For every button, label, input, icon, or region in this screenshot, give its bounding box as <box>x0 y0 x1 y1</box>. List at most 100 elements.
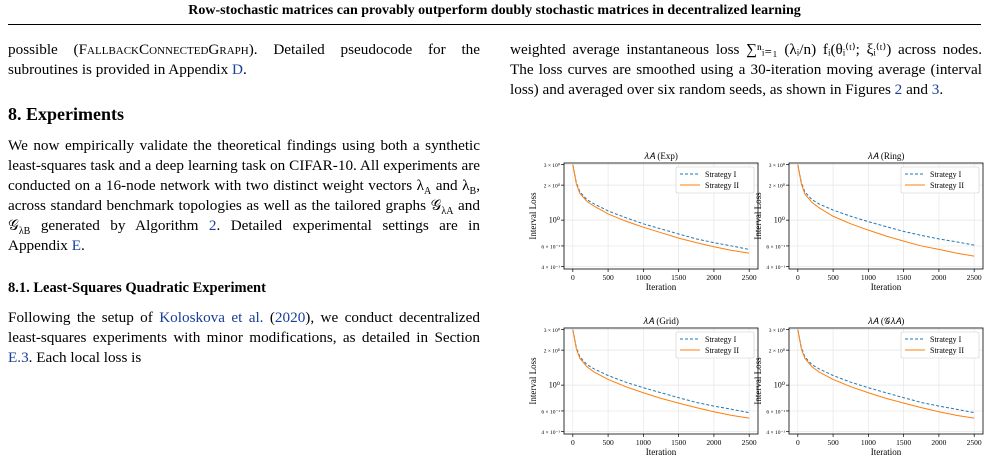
chart: 𝜆𝐴 (Grid) 0 500 1000 1500 2000 2500 3 × 10⁰ 2 × … <box>528 316 759 457</box>
link[interactable]: E <box>71 237 81 254</box>
text: and <box>902 81 932 98</box>
legend-label: Strategy II <box>930 181 964 190</box>
text: Following the setup of <box>8 309 160 326</box>
chart-title: 𝜆𝐴 (𝒢𝜆𝐴) <box>868 316 904 326</box>
y-tick-label: 2 × 10⁰ <box>769 183 786 190</box>
y-tick-label: 10⁰ <box>549 216 560 225</box>
text: . Each local loss is <box>28 349 142 366</box>
subscript: A <box>423 186 432 198</box>
text: generated by Algorithm <box>30 217 209 234</box>
legend-label: Strategy II <box>930 346 964 355</box>
x-tick-label: 1500 <box>671 273 686 282</box>
x-tick-label: 0 <box>796 438 800 447</box>
x-tick-label: 1000 <box>861 273 876 282</box>
chart: 𝜆𝐴 (Exp) 0 500 1000 1500 2000 2500 3 × 10⁰ 2 × 1… <box>528 151 759 292</box>
link[interactable]: Koloskova et al. <box>159 309 264 326</box>
y-axis-label: Interval Loss <box>753 192 763 240</box>
y-tick-label: 2 × 10⁰ <box>769 348 786 355</box>
series-line <box>797 164 975 246</box>
y-tick-label: 6 × 10⁻¹ <box>766 244 785 250</box>
paragraph: weighted average instantaneous loss ∑ⁿᵢ₌… <box>510 40 982 100</box>
chart: 𝜆𝐴 (Ring) 0 500 1000 1500 2000 2500 3 × 10⁰ 2 × … <box>753 151 984 292</box>
text: We now empirically validate the theoreti… <box>8 137 480 194</box>
legend-label: Strategy I <box>930 170 962 179</box>
x-tick-label: 2000 <box>931 273 946 282</box>
x-tick-label: 2000 <box>706 273 721 282</box>
left-column: possible (FallbackConnectedGraph). Detai… <box>8 40 480 368</box>
y-tick-label: 10⁰ <box>774 381 785 390</box>
plot-frame <box>788 327 984 435</box>
y-tick-label: 3 × 10⁰ <box>769 327 786 334</box>
series-line <box>572 164 750 250</box>
link[interactable]: D <box>232 61 243 78</box>
x-tick-label: 0 <box>796 273 800 282</box>
x-tick-label: 1500 <box>671 438 686 447</box>
y-axis-label: Interval Loss <box>528 192 538 240</box>
series-line <box>572 329 750 419</box>
text: FallbackConnectedGraph <box>78 41 249 58</box>
y-tick-label: 4 × 10⁻¹ <box>766 430 785 436</box>
link[interactable]: 2 <box>894 81 903 98</box>
subsection-title: 8.1. Least-Squares Quadratic Experiment <box>8 280 266 296</box>
text: and λ <box>431 177 470 194</box>
chart-title: 𝜆𝐴 (Exp) <box>644 151 678 161</box>
x-tick-label: 500 <box>827 438 839 447</box>
text: , across standard benchmark topologies a… <box>8 177 480 214</box>
y-tick-label: 10⁰ <box>774 216 785 225</box>
text: ), we conduct decentralized least-square… <box>8 309 480 346</box>
link[interactable]: E.3 <box>8 349 29 366</box>
x-tick-label: 1500 <box>896 273 911 282</box>
text: . Detailed experimental settings are in … <box>8 217 480 254</box>
y-tick-label: 3 × 10⁰ <box>544 327 561 334</box>
x-tick-label: 2500 <box>742 438 757 447</box>
legend-label: Strategy I <box>705 170 737 179</box>
y-axis-label: Interval Loss <box>528 357 538 405</box>
subscript: λB <box>18 226 31 238</box>
running-header: Row-stochastic matrices can provably out… <box>188 3 801 18</box>
y-tick-label: 6 × 10⁻¹ <box>541 244 560 250</box>
link[interactable]: 3 <box>931 81 940 98</box>
header-rule <box>8 24 981 25</box>
text: ( <box>269 309 275 326</box>
text: possible ( <box>8 41 79 58</box>
y-tick-label: 3 × 10⁰ <box>544 162 561 169</box>
y-tick-label: 6 × 10⁻¹ <box>541 409 560 415</box>
y-tick-label: 6 × 10⁻¹ <box>766 409 785 415</box>
chart-title: 𝜆𝐴 (Ring) <box>868 151 905 161</box>
legend-label: Strategy I <box>930 335 962 344</box>
x-tick-label: 0 <box>571 273 575 282</box>
link[interactable]: 2 <box>208 217 217 234</box>
subscript: λA <box>441 206 454 218</box>
paragraph: possible (FallbackConnectedGraph). Detai… <box>8 40 480 80</box>
x-tick-label: 2000 <box>931 438 946 447</box>
text: weighted average instantaneous loss ∑ⁿᵢ₌… <box>510 41 982 98</box>
legend-label: Strategy II <box>705 181 739 190</box>
section-title: 8. Experiments <box>8 104 124 124</box>
link[interactable]: 2020 <box>274 309 306 326</box>
x-tick-label: 1000 <box>861 438 876 447</box>
y-tick-label: 2 × 10⁰ <box>544 183 561 190</box>
subscript: B <box>469 186 477 198</box>
x-tick-label: 1000 <box>636 273 651 282</box>
x-tick-label: 2000 <box>706 438 721 447</box>
y-tick-label: 3 × 10⁰ <box>769 162 786 169</box>
text: . <box>80 237 85 254</box>
x-tick-label: 1000 <box>636 438 651 447</box>
series-line <box>797 164 975 257</box>
x-tick-label: 500 <box>602 273 614 282</box>
y-axis-label: Interval Loss <box>753 357 763 405</box>
text: and 𝒢 <box>8 197 480 234</box>
x-tick-label: 2500 <box>967 438 982 447</box>
x-tick-label: 2500 <box>967 273 982 282</box>
legend-label: Strategy II <box>705 346 739 355</box>
series-line <box>797 329 975 414</box>
y-tick-label: 4 × 10⁻¹ <box>541 265 560 271</box>
paragraph: We now empirically validate the theoreti… <box>8 136 480 256</box>
x-tick-label: 1500 <box>896 438 911 447</box>
plot-frame <box>563 162 759 270</box>
x-axis-label: Iteration <box>646 447 677 457</box>
right-column: weighted average instantaneous loss ∑ⁿᵢ₌… <box>510 40 982 100</box>
paragraph: Following the setup of Koloskova et al. … <box>8 308 480 368</box>
